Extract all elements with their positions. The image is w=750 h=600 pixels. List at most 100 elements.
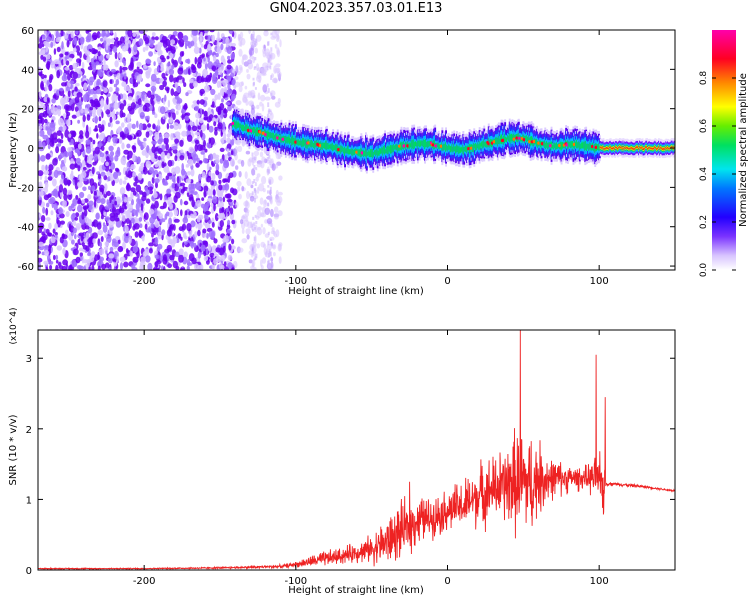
noise-blob: [145, 58, 152, 65]
noise-streak: [252, 170, 255, 175]
noise-blob: [137, 173, 143, 181]
noise-blob: [52, 228, 56, 234]
noise-blob: [170, 132, 174, 141]
noise-blob: [139, 223, 143, 228]
noise-blob: [256, 162, 262, 168]
noise-blob: [47, 193, 52, 198]
noise-blob: [129, 220, 132, 229]
noise-streak: [253, 222, 256, 226]
ridge-band: [351, 148, 354, 156]
noise-blob: [201, 231, 207, 238]
noise-blob: [95, 212, 100, 220]
noise-blob: [204, 30, 209, 34]
noise-blob: [83, 82, 88, 91]
noise-blob: [219, 220, 224, 228]
noise-blob: [145, 160, 152, 169]
noise-blob: [154, 220, 160, 228]
noise-blob: [226, 46, 233, 54]
noise-blob: [45, 36, 52, 42]
noise-blob: [276, 200, 282, 207]
noise-streak: [254, 226, 257, 230]
noise-blob: [112, 135, 118, 144]
noise-blob: [112, 114, 116, 121]
noise-blob: [116, 72, 121, 80]
noise-blob: [96, 31, 101, 39]
noise-blob: [41, 49, 46, 55]
noise-blob: [130, 264, 136, 269]
noise-blob: [145, 131, 150, 138]
noise-blob: [178, 254, 184, 263]
noise-blob: [91, 251, 96, 257]
noise-blob: [119, 73, 124, 81]
noise-blob: [161, 229, 166, 236]
noise-blob: [44, 249, 49, 257]
noise-blob: [96, 222, 102, 230]
noise-blob: [83, 237, 90, 244]
noise-blob: [207, 43, 211, 51]
noise-blob: [38, 42, 43, 49]
noise-blob: [215, 52, 219, 58]
noise-blob: [135, 209, 139, 217]
noise-streak: [267, 185, 270, 188]
noise-streak: [251, 152, 254, 157]
noise-blob: [180, 188, 185, 194]
noise-blob: [164, 112, 169, 118]
ridge-peak: [402, 144, 406, 148]
noise-blob: [113, 102, 119, 110]
noise-blob: [75, 111, 81, 118]
ridge-peak: [406, 144, 410, 148]
noise-blob: [186, 188, 190, 193]
noise-blob: [65, 60, 70, 66]
noise-blob: [210, 88, 216, 96]
noise-blob: [231, 238, 235, 245]
noise-streak: [254, 198, 256, 203]
noise-blob: [55, 146, 60, 154]
noise-blob: [264, 207, 271, 215]
noise-blob: [182, 35, 189, 41]
noise-blob: [167, 263, 173, 269]
noise-blob: [227, 83, 231, 91]
noise-blob: [238, 193, 242, 200]
noise-blob: [65, 229, 69, 236]
noise-blob: [185, 164, 190, 168]
noise-blob: [249, 195, 255, 202]
noise-blob: [151, 146, 157, 154]
noise-blob: [231, 188, 238, 196]
noise-blob: [56, 130, 62, 137]
noise-blob: [130, 164, 136, 170]
noise-blob: [77, 52, 81, 56]
noise-blob: [150, 223, 155, 229]
noise-blob: [191, 63, 195, 71]
noise-blob: [70, 31, 74, 39]
noise-blob: [55, 254, 59, 260]
noise-blob: [264, 199, 267, 205]
noise-blob: [254, 47, 258, 54]
noise-blob: [170, 46, 176, 54]
noise-blob: [190, 40, 195, 47]
noise-blob: [101, 111, 104, 119]
noise-streak: [269, 186, 272, 191]
noise-blob: [142, 166, 146, 172]
noise-blob: [46, 61, 51, 66]
noise-blob: [211, 65, 217, 72]
noise-blob: [228, 30, 234, 35]
noise-blob: [157, 243, 163, 250]
noise-blob: [256, 227, 263, 236]
ridge-band: [296, 139, 299, 145]
ridge-peak: [469, 146, 474, 150]
noise-blob: [141, 91, 146, 96]
noise-blob: [180, 209, 183, 217]
noise-blob: [207, 49, 213, 56]
noise-blob: [162, 218, 166, 223]
noise-blob: [126, 123, 133, 129]
noise-blob: [61, 74, 68, 82]
noise-blob: [53, 255, 56, 260]
noise-blob: [117, 246, 124, 253]
noise-blob: [134, 231, 139, 238]
noise-blob: [207, 188, 211, 196]
noise-blob: [48, 222, 52, 230]
noise-blob: [160, 67, 165, 72]
noise-blob: [158, 225, 162, 233]
noise-streak: [267, 202, 270, 207]
noise-blob: [119, 178, 123, 186]
